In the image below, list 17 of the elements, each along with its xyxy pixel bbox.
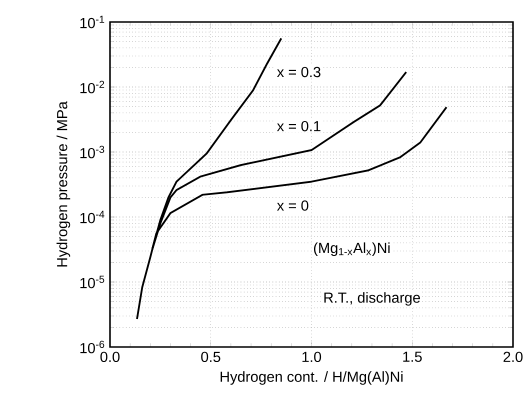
y-tick-label: 10$^{-2}$ <box>80 80 104 94</box>
series-label: x = 0.1 <box>276 120 320 132</box>
x-tick-label: 1.0 <box>302 352 322 362</box>
x-tick-label: 0.0 <box>100 352 120 362</box>
x-tick-label: 0.5 <box>201 352 220 362</box>
y-axis-title: Hydrogen pressure / MPa <box>56 101 70 267</box>
y-tick-label: 10$^{-3}$ <box>80 146 104 158</box>
x-tick-label: 1.5 <box>403 352 422 362</box>
series-label: x = 0.3 <box>276 66 320 78</box>
series-label: x = 0 <box>276 200 308 211</box>
y-tick-label: 10$^{-4}$ <box>80 210 104 224</box>
annotation: R.T., discharge <box>324 292 420 306</box>
y-tick-label: 10$^{-1}$ <box>80 16 104 28</box>
x-axis-title: Hydrogen cont. / H/Mg(Al)Ni <box>220 371 403 385</box>
y-tick-label: 10$^{-5}$ <box>80 276 104 288</box>
annotation: (Mg$_{1-x}$Al$_{x}$)Ni <box>314 242 390 256</box>
x-tick-label: 2.0 <box>504 352 523 362</box>
